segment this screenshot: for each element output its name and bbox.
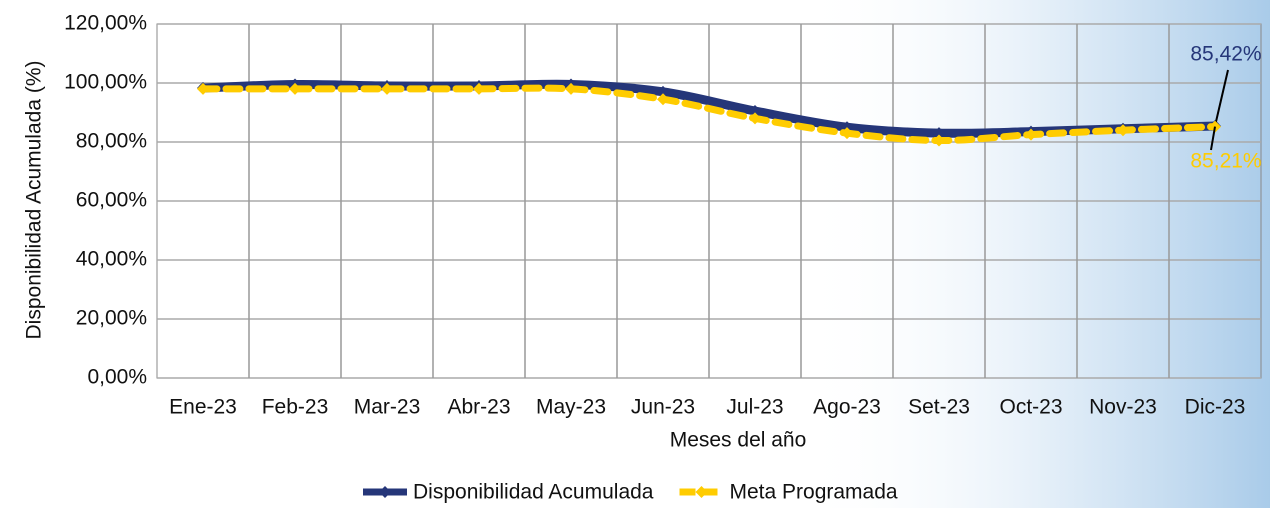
- marker: [933, 127, 945, 140]
- x-tick-label: Nov-23: [1089, 396, 1157, 419]
- leader-line: [1210, 126, 1216, 151]
- x-tick-label: Abr-23: [447, 396, 510, 419]
- marker: [657, 93, 669, 106]
- legend-label: Meta Programada: [730, 481, 898, 504]
- marker: [473, 82, 485, 95]
- marker: [749, 112, 761, 125]
- leader-line: [1214, 69, 1229, 127]
- legend-marker: [379, 486, 391, 498]
- x-tick-label: Dic-23: [1185, 396, 1246, 419]
- marker: [381, 82, 393, 95]
- marker: [1209, 120, 1221, 133]
- marker: [1117, 124, 1129, 137]
- marker: [565, 82, 577, 95]
- y-tick-label: 60,00%: [76, 189, 147, 212]
- y-tick-label: 80,00%: [76, 130, 147, 153]
- legend-item: Meta Programada: [679, 481, 898, 504]
- x-tick-label: Ago-23: [813, 396, 881, 419]
- marker: [841, 127, 853, 140]
- data-label: 85,21%: [1190, 150, 1261, 173]
- x-axis-title: Meses del año: [670, 429, 807, 452]
- series-line: [199, 84, 1219, 145]
- y-axis-title: Disponibilidad Acumulada (%): [23, 61, 46, 340]
- y-tick-label: 100,00%: [64, 71, 147, 94]
- x-tick-label: May-23: [536, 396, 606, 419]
- x-tick-label: Mar-23: [354, 396, 421, 419]
- legend-item: Disponibilidad Acumulada: [363, 481, 654, 504]
- y-tick-label: 120,00%: [64, 12, 147, 35]
- marker: [657, 85, 669, 98]
- marker: [289, 82, 301, 95]
- legend-marker: [695, 486, 708, 498]
- x-tick-label: Jun-23: [631, 396, 695, 419]
- marker: [749, 105, 761, 118]
- y-tick-label: 0,00%: [87, 366, 147, 389]
- marker: [933, 134, 945, 147]
- x-tick-label: Feb-23: [262, 396, 329, 419]
- legend-label: Disponibilidad Acumulada: [413, 481, 654, 504]
- data-label: 85,42%: [1190, 43, 1261, 66]
- x-tick-label: Oct-23: [999, 396, 1062, 419]
- marker: [1025, 128, 1037, 141]
- background-sky: [800, 0, 1270, 508]
- y-tick-label: 40,00%: [76, 248, 147, 271]
- x-tick-label: Set-23: [908, 396, 970, 419]
- marker: [197, 82, 209, 95]
- y-tick-label: 20,00%: [76, 307, 147, 330]
- x-tick-label: Ene-23: [169, 396, 237, 419]
- x-tick-label: Jul-23: [726, 396, 783, 419]
